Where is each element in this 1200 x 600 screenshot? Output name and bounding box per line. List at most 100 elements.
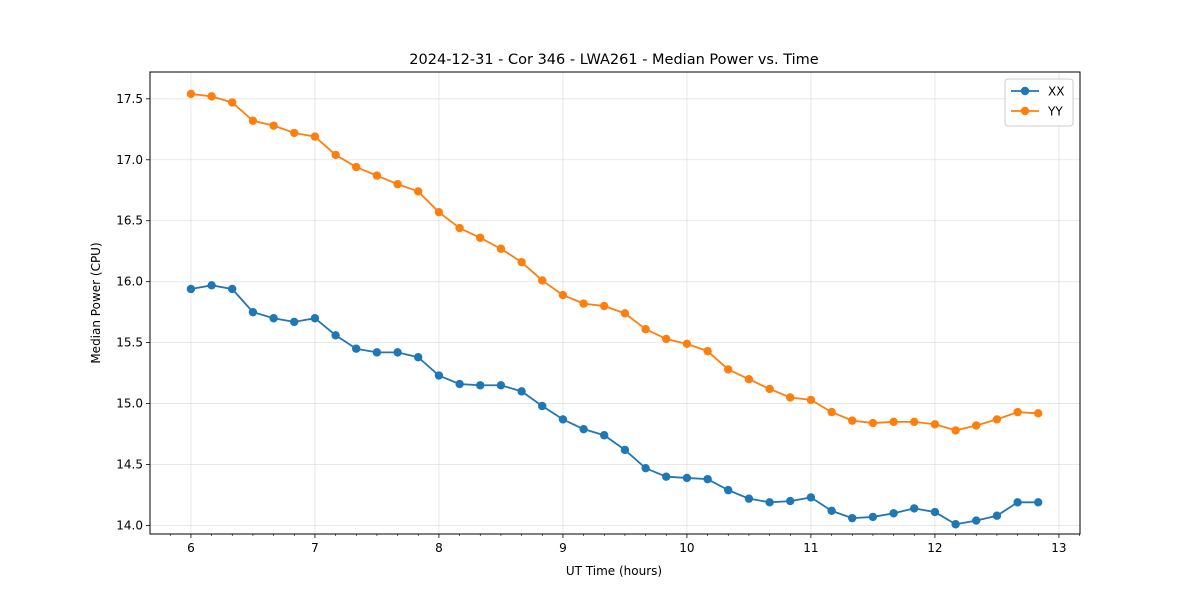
- data-point-yy: [992, 415, 1002, 424]
- data-point-yy: [476, 233, 485, 242]
- data-point-yy: [951, 426, 960, 435]
- data-point-yy: [310, 132, 320, 141]
- legend-marker-xx: [1020, 86, 1030, 96]
- data-point-yy: [972, 421, 981, 430]
- x-axis-label: UT Time (hours): [566, 564, 662, 578]
- data-point-xx: [414, 353, 423, 362]
- data-point-xx: [827, 506, 836, 516]
- data-point-yy: [662, 334, 671, 344]
- data-point-yy: [579, 299, 588, 308]
- data-point-xx: [806, 493, 816, 502]
- data-point-yy: [393, 179, 402, 189]
- data-point-xx: [517, 387, 526, 396]
- y-tick-label: 15.0: [116, 397, 143, 411]
- data-point-xx: [434, 371, 444, 380]
- x-axis: 6 7 8 9 10 11 12 13: [169, 534, 1080, 555]
- data-point-xx: [889, 509, 898, 518]
- data-point-yy: [331, 150, 340, 160]
- data-point-xx: [476, 381, 485, 390]
- data-point-xx: [248, 307, 258, 317]
- data-point-xx: [992, 511, 1002, 520]
- data-point-yy: [455, 223, 464, 233]
- data-point-yy: [600, 301, 609, 311]
- series-xx: [186, 281, 1043, 529]
- y-tick-label: 17.0: [116, 153, 143, 167]
- data-point-xx: [765, 498, 774, 507]
- data-point-xx: [641, 463, 650, 473]
- x-tick-label: 7: [311, 541, 319, 555]
- data-point-xx: [228, 284, 237, 294]
- data-point-xx: [496, 381, 506, 390]
- x-tick-label: 11: [803, 541, 818, 555]
- data-point-yy: [207, 92, 216, 101]
- data-point-xx: [620, 445, 630, 455]
- data-point-xx: [662, 472, 671, 481]
- data-point-xx: [558, 415, 568, 424]
- data-point-xx: [1034, 498, 1043, 507]
- data-point-xx: [579, 424, 588, 434]
- data-point-xx: [352, 344, 361, 353]
- x-tick-label: 9: [559, 541, 567, 555]
- x-tick-label: 12: [927, 541, 942, 555]
- y-tick-label: 14.5: [116, 458, 143, 472]
- data-point-yy: [786, 393, 795, 402]
- legend-label-xx: XX: [1048, 85, 1064, 99]
- x-tick-label: 8: [435, 541, 443, 555]
- data-point-yy: [414, 187, 423, 196]
- data-point-xx: [186, 284, 196, 294]
- series-layer: [186, 89, 1043, 529]
- y-tick-label: 14.0: [116, 518, 143, 532]
- data-point-yy: [930, 420, 940, 429]
- data-point-xx: [868, 512, 878, 522]
- data-point-xx: [372, 348, 382, 357]
- data-point-yy: [248, 116, 258, 125]
- data-point-xx: [310, 314, 320, 323]
- data-point-xx: [910, 504, 919, 513]
- y-tick-label: 15.5: [116, 336, 143, 350]
- data-point-yy: [228, 98, 237, 107]
- data-point-xx: [538, 401, 547, 411]
- series-yy: [186, 89, 1043, 435]
- data-point-xx: [1013, 498, 1022, 507]
- y-tick-label: 16.0: [116, 275, 143, 289]
- data-point-xx: [600, 431, 609, 440]
- data-point-xx: [744, 494, 754, 503]
- data-point-yy: [558, 290, 568, 300]
- data-point-yy: [910, 417, 919, 427]
- data-point-yy: [434, 207, 444, 217]
- data-point-xx: [331, 331, 340, 340]
- grid-lines: [150, 72, 1080, 534]
- data-point-xx: [930, 507, 940, 517]
- x-tick-label: 6: [187, 541, 195, 555]
- data-point-yy: [372, 171, 382, 180]
- data-point-xx: [848, 513, 857, 523]
- data-point-yy: [848, 416, 857, 425]
- y-tick-label: 16.5: [116, 214, 143, 228]
- legend-marker-yy: [1020, 106, 1030, 116]
- data-point-yy: [889, 417, 898, 427]
- data-point-yy: [868, 418, 878, 428]
- data-point-xx: [724, 485, 733, 495]
- data-point-yy: [352, 162, 361, 172]
- legend: XX YY: [1004, 78, 1074, 127]
- data-point-yy: [496, 244, 506, 253]
- data-point-yy: [186, 89, 196, 99]
- data-point-xx: [269, 314, 278, 323]
- data-point-yy: [827, 407, 836, 417]
- data-point-yy: [1034, 409, 1043, 418]
- data-point-xx: [290, 317, 299, 327]
- data-point-yy: [290, 128, 299, 138]
- data-point-xx: [703, 474, 712, 484]
- data-point-xx: [972, 516, 981, 525]
- data-point-yy: [703, 346, 712, 356]
- data-point-xx: [455, 379, 464, 389]
- data-point-xx: [682, 473, 692, 483]
- legend-label-yy: YY: [1047, 105, 1063, 119]
- y-axis-label: Median Power (CPU): [89, 242, 103, 363]
- data-point-yy: [765, 384, 774, 394]
- data-point-yy: [538, 276, 547, 285]
- data-point-yy: [682, 339, 692, 349]
- data-point-yy: [269, 121, 278, 130]
- data-point-xx: [951, 520, 960, 529]
